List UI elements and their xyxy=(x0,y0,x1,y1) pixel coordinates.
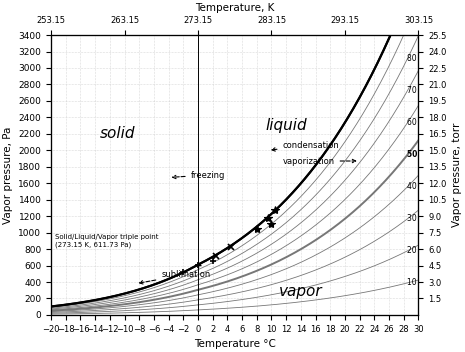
X-axis label: Temperature, K: Temperature, K xyxy=(195,3,274,13)
Text: 80 %: 80 % xyxy=(407,54,426,63)
Text: liquid: liquid xyxy=(266,118,307,133)
Y-axis label: Vapor pressure, Pa: Vapor pressure, Pa xyxy=(3,126,13,224)
Text: 10 %: 10 % xyxy=(407,278,426,288)
Text: 30 %: 30 % xyxy=(407,214,427,224)
Text: 60 %: 60 % xyxy=(407,118,427,127)
Text: vapor: vapor xyxy=(279,284,323,300)
Text: sublimation: sublimation xyxy=(140,270,211,284)
Text: 20 %: 20 % xyxy=(407,246,426,256)
Y-axis label: Vapor pressure, torr: Vapor pressure, torr xyxy=(452,123,462,227)
Text: freezing: freezing xyxy=(173,170,225,180)
Text: 70 %: 70 % xyxy=(407,86,427,95)
Text: Solid/Liquid/Vapor triple point
(273.15 K, 611.73 Pa): Solid/Liquid/Vapor triple point (273.15 … xyxy=(55,234,158,247)
Text: solid: solid xyxy=(100,126,135,142)
Text: 40 %: 40 % xyxy=(407,182,427,191)
Text: condensation: condensation xyxy=(272,141,339,151)
X-axis label: Temperature °C: Temperature °C xyxy=(194,339,276,349)
Text: vaporization: vaporization xyxy=(283,157,356,165)
Text: 50 %: 50 % xyxy=(407,150,428,159)
